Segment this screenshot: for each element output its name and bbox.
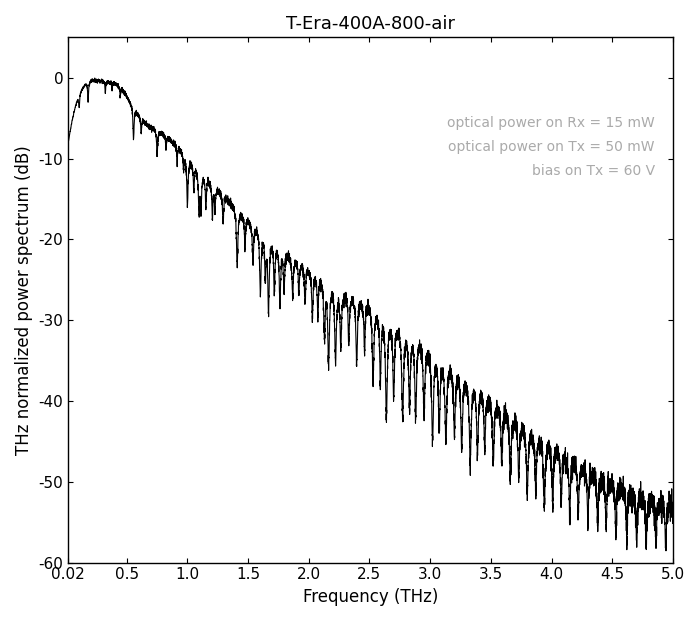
Y-axis label: THz normalized power spectrum (dB): THz normalized power spectrum (dB) (15, 145, 33, 455)
Text: optical power on Rx = 15 mW
optical power on Tx = 50 mW
bias on Tx = 60 V: optical power on Rx = 15 mW optical powe… (447, 116, 654, 178)
X-axis label: Frequency (THz): Frequency (THz) (303, 588, 438, 606)
Title: T-Era-400A-800-air: T-Era-400A-800-air (286, 15, 455, 33)
